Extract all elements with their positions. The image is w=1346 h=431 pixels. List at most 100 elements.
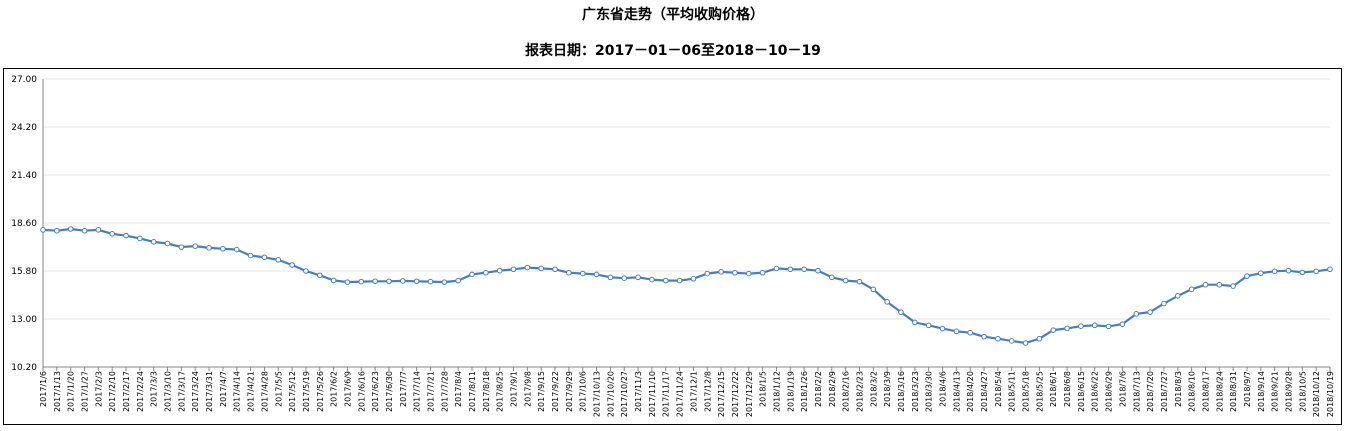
x-tick-label: 2017/12/29 — [745, 371, 754, 417]
x-tick-label: 2017/11/24 — [676, 371, 685, 417]
chart-title: 广东省走势（平均收购价格） — [582, 7, 764, 23]
x-tick-label: 2018/2/9 — [828, 371, 837, 407]
data-point — [856, 278, 863, 285]
x-tick-label: 2018/3/23 — [911, 371, 920, 412]
data-point — [303, 268, 309, 274]
x-tick-label: 2017/6/16 — [357, 371, 366, 412]
x-tick-label: 2017/2/24 — [136, 371, 145, 412]
x-tick-label: 2017/2/17 — [122, 371, 131, 412]
x-tick-label: 2017/1/20 — [67, 371, 76, 412]
x-tick-label: 2018/10/12 — [1312, 371, 1321, 417]
data-point — [496, 267, 503, 274]
x-tick-label: 2018/10/5 — [1298, 371, 1307, 412]
x-tick-label: 2017/6/9 — [343, 371, 352, 407]
y-tick-label: 27.00 — [11, 75, 37, 85]
data-point — [1022, 340, 1029, 346]
data-point — [1008, 338, 1015, 344]
data-point — [1216, 281, 1223, 288]
x-tick-label: 2018/7/27 — [1160, 371, 1169, 412]
data-point — [718, 269, 724, 275]
series-line — [42, 227, 1331, 345]
x-tick-label: 2017/4/14 — [233, 371, 242, 412]
data-point — [123, 232, 129, 239]
chart-frame — [3, 68, 1342, 425]
data-point — [1202, 281, 1209, 288]
x-tick-label: 2018/5/25 — [1035, 371, 1044, 412]
data-point — [220, 245, 226, 252]
x-tick-label: 2017/12/22 — [731, 371, 740, 417]
data-point — [676, 277, 683, 284]
x-tick-label: 2018/6/29 — [1105, 371, 1114, 412]
data-point — [939, 325, 946, 332]
x-tick-label: 2017/7/21 — [426, 371, 435, 412]
x-tick-label: 2018/6/8 — [1063, 371, 1072, 407]
x-tick-label: 2017/1/13 — [53, 371, 62, 412]
data-point — [413, 278, 420, 285]
data-point — [54, 227, 60, 234]
x-tick-label: 2017/11/17 — [662, 371, 671, 417]
data-point — [40, 227, 46, 233]
x-tick-label: 2018/5/18 — [1022, 371, 1031, 412]
data-point — [967, 329, 973, 336]
x-tick-label: 2017/1/6 — [39, 371, 48, 407]
data-point — [1285, 267, 1292, 274]
x-tick-label: 2018/2/16 — [842, 371, 851, 412]
data-point — [1147, 309, 1153, 315]
x-tick-label: 2017/8/25 — [496, 371, 505, 412]
x-tick-label: 2017/4/28 — [260, 371, 269, 412]
data-point — [801, 266, 807, 273]
x-tick-label: 2017/9/22 — [551, 371, 560, 412]
x-tick-label: 2017/7/28 — [440, 371, 449, 412]
x-tick-label: 2018/9/28 — [1284, 371, 1293, 412]
y-tick-label: 21.40 — [11, 171, 37, 181]
data-point — [372, 278, 378, 285]
x-tick-label: 2017/6/30 — [385, 371, 394, 412]
x-tick-label: 2017/8/18 — [482, 371, 491, 412]
x-tick-label: 2018/9/7 — [1243, 371, 1252, 407]
x-tick-label: 2018/5/4 — [994, 371, 1003, 407]
x-tick-label: 2018/10/19 — [1326, 371, 1335, 417]
data-point — [524, 264, 531, 271]
x-tick-label: 2017/3/31 — [205, 371, 214, 412]
x-tick-label: 2017/9/8 — [523, 371, 532, 407]
x-tick-label: 2018/3/2 — [869, 371, 878, 407]
x-tick-label: 2018/1/19 — [786, 371, 795, 412]
data-point — [316, 272, 323, 279]
data-point — [289, 262, 295, 268]
x-tick-label: 2018/3/9 — [883, 371, 892, 407]
data-point — [441, 279, 448, 285]
x-tick-label: 2018/6/15 — [1077, 371, 1086, 412]
x-tick-label: 2017/9/15 — [537, 371, 546, 412]
data-point — [953, 328, 960, 335]
data-point — [1174, 293, 1181, 299]
x-tick-label: 2017/7/14 — [413, 371, 422, 412]
data-point — [344, 279, 351, 285]
x-tick-label: 2017/3/10 — [164, 371, 173, 412]
data-point — [483, 269, 489, 276]
data-point — [884, 299, 890, 305]
data-point — [787, 266, 794, 273]
data-point — [1188, 286, 1195, 293]
data-point — [192, 243, 199, 249]
x-tick-label: 2017/5/5 — [274, 371, 283, 407]
x-tick-label: 2017/12/15 — [717, 371, 726, 417]
x-tick-label: 2018/1/5 — [759, 371, 768, 407]
data-point — [469, 271, 475, 278]
x-tick-label: 2018/2/2 — [814, 371, 823, 407]
x-tick-label: 2017/9/1 — [510, 371, 519, 407]
x-tick-label: 2017/11/10 — [648, 371, 657, 417]
x-tick-label: 2017/11/3 — [634, 371, 643, 412]
data-point — [842, 277, 849, 284]
x-tick-label: 2017/2/10 — [108, 371, 117, 412]
x-tick-label: 2017/8/4 — [454, 371, 463, 407]
data-point — [1064, 325, 1070, 332]
x-tick-label: 2017/6/2 — [330, 371, 339, 407]
data-point — [829, 274, 835, 281]
data-point — [1091, 322, 1098, 329]
data-point — [247, 252, 254, 259]
x-tick-label: 2017/10/27 — [620, 371, 629, 417]
data-point — [1244, 273, 1250, 279]
x-tick-label: 2017/3/17 — [177, 371, 186, 412]
x-tick-label: 2018/4/6 — [939, 371, 948, 407]
x-tick-label: 2017/10/13 — [593, 371, 602, 417]
